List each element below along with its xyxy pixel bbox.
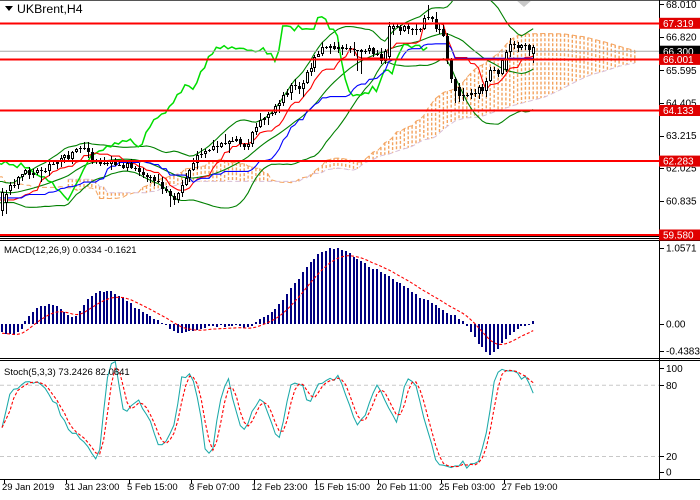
svg-text:UKBrent,H4: UKBrent,H4 xyxy=(17,2,83,16)
svg-text:65.595: 65.595 xyxy=(666,66,697,77)
svg-text:60.835: 60.835 xyxy=(666,196,697,207)
svg-text:27 Feb 19:00: 27 Feb 19:00 xyxy=(502,482,558,493)
svg-text:MACD(12,26,9) 0.0334 -0.1621: MACD(12,26,9) 0.0334 -0.1621 xyxy=(4,245,137,256)
svg-text:0: 0 xyxy=(666,468,672,479)
svg-text:31 Jan 23:00: 31 Jan 23:00 xyxy=(65,482,120,493)
svg-text:0.00: 0.00 xyxy=(666,320,686,331)
svg-text:66.300: 66.300 xyxy=(663,47,694,58)
svg-text:64.405: 64.405 xyxy=(666,99,697,110)
svg-text:29 Jan 2019: 29 Jan 2019 xyxy=(2,482,54,493)
svg-text:66.001: 66.001 xyxy=(663,55,694,66)
svg-text:80: 80 xyxy=(666,381,678,392)
svg-text:15 Feb 15:00: 15 Feb 15:00 xyxy=(314,482,370,493)
svg-text:25 Feb 03:00: 25 Feb 03:00 xyxy=(439,482,495,493)
svg-text:Stoch(5,3,3) 73.2426 82.0641: Stoch(5,3,3) 73.2426 82.0641 xyxy=(4,367,130,378)
svg-text:12 Feb 23:00: 12 Feb 23:00 xyxy=(252,482,308,493)
svg-text:5 Feb 15:00: 5 Feb 15:00 xyxy=(127,482,178,493)
svg-text:59.580: 59.580 xyxy=(663,231,694,242)
svg-text:100: 100 xyxy=(666,364,683,375)
svg-text:-0.4383: -0.4383 xyxy=(666,347,700,358)
svg-text:20 Feb 11:00: 20 Feb 11:00 xyxy=(377,482,432,493)
svg-text:68.010: 68.010 xyxy=(666,0,697,11)
svg-text:8 Feb 07:00: 8 Feb 07:00 xyxy=(189,482,240,493)
svg-text:62.283: 62.283 xyxy=(663,157,694,168)
svg-text:67.319: 67.319 xyxy=(663,19,694,30)
svg-text:66.820: 66.820 xyxy=(666,33,697,44)
svg-text:63.215: 63.215 xyxy=(666,131,697,142)
svg-text:62.025: 62.025 xyxy=(666,164,697,175)
svg-text:20: 20 xyxy=(666,452,678,463)
svg-text:1.0571: 1.0571 xyxy=(666,243,697,254)
svg-text:64.133: 64.133 xyxy=(663,106,694,117)
